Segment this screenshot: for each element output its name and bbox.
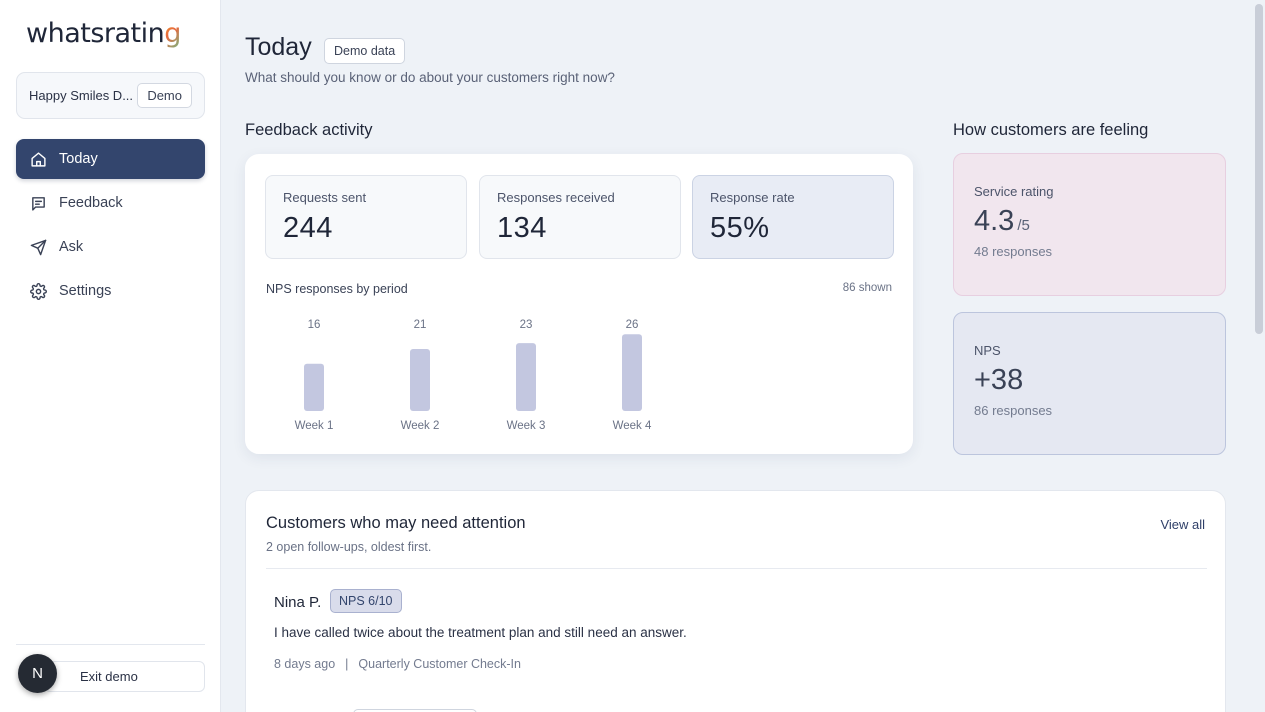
page-scrollbar[interactable]: [1255, 4, 1263, 334]
feedback-activity-card: Requests sent 244 Responses received 134…: [245, 154, 913, 454]
attention-subtitle: 2 open follow-ups, oldest first.: [266, 540, 432, 554]
sidebar-item-label: Feedback: [59, 195, 123, 211]
view-all-link[interactable]: View all: [1160, 517, 1205, 532]
chart-category-label: Week 4: [613, 420, 652, 432]
service-rating-responses: 48 responses: [974, 244, 1053, 259]
send-icon: [29, 238, 47, 256]
stat-value: 134: [497, 212, 547, 244]
service-rating-card[interactable]: Service rating 4.3/5 48 responses: [953, 153, 1226, 296]
chart-category-label: Week 1: [295, 420, 334, 432]
org-switcher[interactable]: Happy Smiles D... Demo: [16, 72, 205, 119]
attention-card: Customers who may need attention 2 open …: [245, 490, 1226, 712]
message-square-icon: [29, 194, 47, 212]
service-rating-value: 4.3: [974, 205, 1015, 237]
follow-up-age: 8 days ago: [274, 657, 336, 671]
chart-bar: [516, 343, 536, 411]
exit-demo-label: Exit demo: [80, 669, 138, 684]
stat-label: Response rate: [710, 190, 795, 205]
sidebar-item-today[interactable]: Today: [16, 139, 205, 179]
chart-value-label: 26: [626, 319, 639, 331]
service-rating-value-row: 4.3/5: [974, 205, 1225, 238]
sidebar-item-feedback[interactable]: Feedback: [16, 183, 205, 223]
chart-value-label: 23: [520, 319, 533, 331]
sidebar-item-label: Today: [59, 151, 98, 167]
meta-separator: |: [345, 657, 349, 671]
chart-category-label: Week 2: [401, 420, 440, 432]
stat-value: 55%: [710, 212, 770, 244]
sidebar-item-settings[interactable]: Settings: [16, 271, 205, 311]
sidebar: whatsrating Happy Smiles D... Demo Today…: [0, 0, 221, 712]
attention-title: Customers who may need attention: [266, 514, 526, 532]
follow-up-meta: 8 days ago | Quarterly Customer Check-In: [274, 657, 521, 671]
customer-feeling-title: How customers are feeling: [953, 121, 1149, 139]
chart-value-label: 16: [308, 319, 321, 331]
sidebar-nav: Today Feedback Ask Settings: [16, 139, 205, 315]
stat-value: 244: [283, 212, 333, 244]
stat-responses-received: Responses received 134: [479, 175, 681, 259]
avatar[interactable]: N: [18, 654, 57, 693]
sidebar-item-label: Settings: [59, 283, 112, 299]
chart-title: NPS responses by period: [266, 282, 408, 296]
page-title: Today: [245, 33, 312, 61]
nps-bar-chart: 16 Week 1 21 Week 2 23 Week 3 26 Week 4: [295, 319, 652, 432]
service-rating-unit: /5: [1017, 217, 1030, 234]
sidebar-divider: [16, 644, 205, 645]
stat-label: Requests sent: [283, 190, 367, 205]
stat-label: Responses received: [497, 190, 615, 205]
nps-value: +38: [974, 364, 1024, 396]
demo-data-badge: Demo data: [324, 38, 406, 64]
nps-score-badge: NPS 6/10: [330, 589, 402, 613]
chart-bar: [410, 349, 430, 411]
attention-divider: [266, 568, 1207, 569]
feedback-activity-title: Feedback activity: [245, 121, 373, 139]
nps-label: NPS: [974, 343, 1001, 358]
service-rating-label: Service rating: [974, 184, 1054, 199]
chart-bar: [622, 334, 642, 411]
customer-name: Nina P.: [274, 594, 322, 611]
nps-card[interactable]: NPS +38 86 responses: [953, 312, 1226, 455]
app-logo[interactable]: whatsrating: [26, 18, 181, 49]
nps-responses: 86 responses: [974, 403, 1053, 418]
chart-shown-count: 86 shown: [842, 282, 892, 294]
home-icon: [29, 150, 47, 168]
page-subtitle: What should you know or do about your cu…: [245, 70, 615, 85]
chart-category-label: Week 3: [507, 420, 546, 432]
chart-bar: [304, 363, 324, 411]
follow-up-source: Quarterly Customer Check-In: [358, 657, 521, 671]
follow-up-message: I have called twice about the treatment …: [274, 625, 687, 640]
sidebar-item-label: Ask: [59, 239, 84, 255]
stat-response-rate: Response rate 55%: [692, 175, 894, 259]
stat-requests-sent: Requests sent 244: [265, 175, 467, 259]
exit-demo-button[interactable]: Exit demo: [44, 661, 205, 692]
chart-value-label: 21: [414, 319, 427, 331]
sidebar-item-ask[interactable]: Ask: [16, 227, 205, 267]
gear-icon: [29, 282, 47, 300]
org-name: Happy Smiles D...: [29, 88, 134, 103]
org-demo-badge: Demo: [137, 83, 192, 108]
